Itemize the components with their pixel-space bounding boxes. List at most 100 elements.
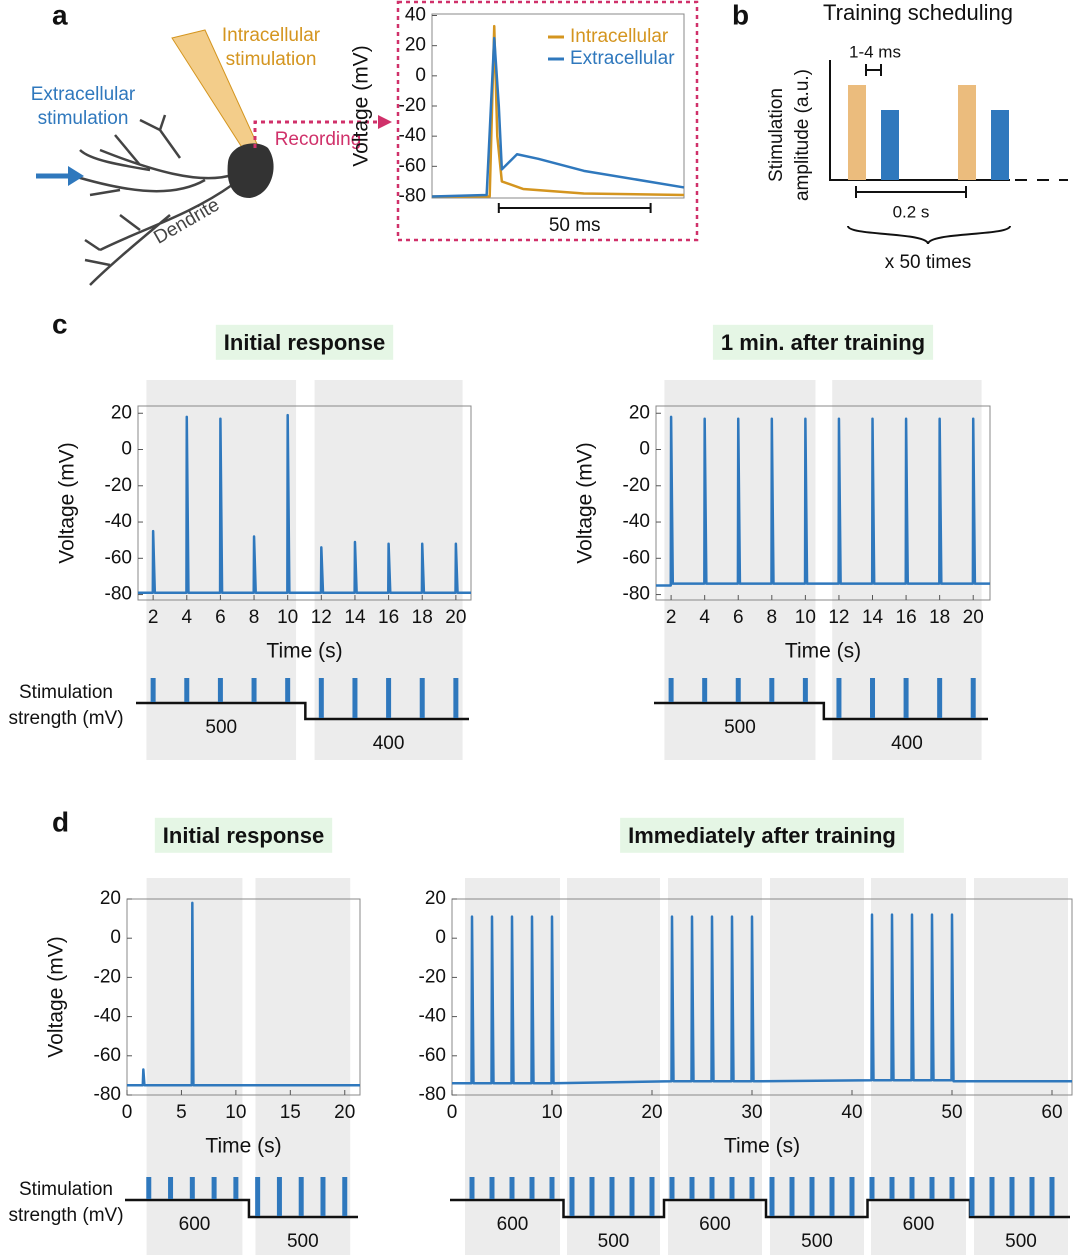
x-tick-label: 8 <box>767 607 778 628</box>
y-tick-label: 20 <box>405 35 426 56</box>
stim-level-label: 600 <box>903 1214 935 1235</box>
stim-pulse <box>1049 1177 1055 1216</box>
stim-region <box>668 878 762 1255</box>
x-tick-label: 20 <box>641 1102 662 1123</box>
y-tick-label: 0 <box>110 927 121 948</box>
y-tick-label: -60 <box>105 547 132 568</box>
stim-pulse <box>1029 1177 1035 1216</box>
stim-pulse <box>320 1177 326 1216</box>
stim-pulse <box>453 678 459 718</box>
title-background <box>712 324 934 360</box>
stim-pulse <box>802 678 808 702</box>
stim-level-label: 500 <box>287 1231 319 1252</box>
x-tick-label: 18 <box>412 607 433 628</box>
stim-level-label: 500 <box>598 1231 630 1252</box>
stim-pulse <box>829 1177 835 1216</box>
stim-pulse <box>386 678 392 718</box>
x-tick-label: 6 <box>215 607 226 628</box>
stim-pulse <box>809 1177 815 1216</box>
stim-pulse <box>589 1177 595 1216</box>
pulse <box>848 85 866 180</box>
label: 0.2 s <box>893 202 930 221</box>
label: Recording <box>275 129 362 150</box>
x-tick-label: 20 <box>334 1102 355 1123</box>
x-tick-label: 10 <box>225 1102 246 1123</box>
x-axis-label: Time (s) <box>785 640 861 663</box>
y-tick-label: 20 <box>100 888 121 909</box>
dendrites <box>69 114 233 286</box>
panel-label: d <box>52 806 69 837</box>
arrow-head <box>68 166 84 186</box>
stim-pulse <box>629 1177 635 1216</box>
y-tick-label: -80 <box>399 186 426 207</box>
plot-frame <box>451 898 1073 1096</box>
stim-level-label: 400 <box>373 733 405 754</box>
stim-pulse <box>189 1177 195 1199</box>
plot-frame <box>137 405 472 601</box>
stim-level-label: 500 <box>1005 1231 1037 1252</box>
x-axis-label: Time (s) <box>724 1135 800 1158</box>
scale-bar-label: 50 ms <box>549 215 601 236</box>
y-tick-label: 0 <box>121 439 132 460</box>
brace <box>847 225 1011 245</box>
stim-pulse <box>285 678 291 702</box>
y-tick-label: 0 <box>639 439 650 460</box>
stim-pulse <box>609 1177 615 1216</box>
stim-pulse <box>342 1177 348 1216</box>
legend-label: Intracellular <box>570 26 669 47</box>
stim-pulse <box>168 1177 174 1199</box>
y-tick-label: 0 <box>435 927 446 948</box>
neuron-diagram: Intracellular stimulation Extracellular … <box>31 0 699 286</box>
x-tick-label: 6 <box>733 607 744 628</box>
stim-step <box>125 1198 358 1219</box>
y-tick-label: -20 <box>399 95 426 116</box>
x-tick-label: 20 <box>963 607 984 628</box>
x-tick-label: 10 <box>795 607 816 628</box>
inset-frame <box>396 0 699 242</box>
stim-level-label: 600 <box>179 1214 211 1235</box>
x-tick-label: 10 <box>277 607 298 628</box>
x-tick-label: 4 <box>181 607 192 628</box>
y-tick-label: -40 <box>399 125 426 146</box>
stim-pulse <box>184 678 190 702</box>
y-tick-label: -20 <box>623 475 650 496</box>
stim-region <box>770 878 864 1255</box>
trace <box>431 36 685 198</box>
y-axis-label: Voltage (mV) <box>56 442 79 563</box>
x-tick-label: 2 <box>148 607 159 628</box>
trace <box>656 415 990 587</box>
stim-level-label: 600 <box>497 1214 529 1235</box>
stim-pulse <box>419 678 425 718</box>
stim-pulse <box>989 1177 995 1216</box>
stim-pulse <box>969 1177 975 1216</box>
chart-title: Immediately after training <box>628 823 896 848</box>
stim-pulse <box>255 1177 261 1216</box>
trace <box>138 413 471 594</box>
stim-pulse <box>211 1177 217 1199</box>
y-tick-label: 0 <box>415 65 426 86</box>
chart-title: Initial response <box>224 330 385 355</box>
stim-pulse <box>352 678 358 718</box>
schedule-title: Training scheduling <box>823 0 1013 25</box>
stim-pulse <box>318 678 324 718</box>
y-axis-label: Voltage (mV) <box>350 45 373 166</box>
panel-label: b <box>732 0 749 30</box>
y-tick-label: -80 <box>419 1084 446 1105</box>
y-tick-label: 40 <box>405 5 426 26</box>
stim-pulse <box>233 1177 239 1199</box>
stim-pulse <box>529 1177 535 1199</box>
stim-level-label: 400 <box>891 733 923 754</box>
x-tick-label: 20 <box>445 607 466 628</box>
axis-label: Stimulation <box>766 88 787 182</box>
x-tick-label: 16 <box>896 607 917 628</box>
x-tick-label: 8 <box>249 607 260 628</box>
x-tick-label: 5 <box>176 1102 187 1123</box>
x-tick-label: 0 <box>447 1102 458 1123</box>
y-tick-label: -40 <box>94 1006 121 1027</box>
x-tick-label: 14 <box>344 607 366 628</box>
scale-bar <box>497 203 652 213</box>
title-background <box>154 817 333 853</box>
y-tick-label: 20 <box>425 888 446 909</box>
stim-pulse <box>509 1177 515 1199</box>
